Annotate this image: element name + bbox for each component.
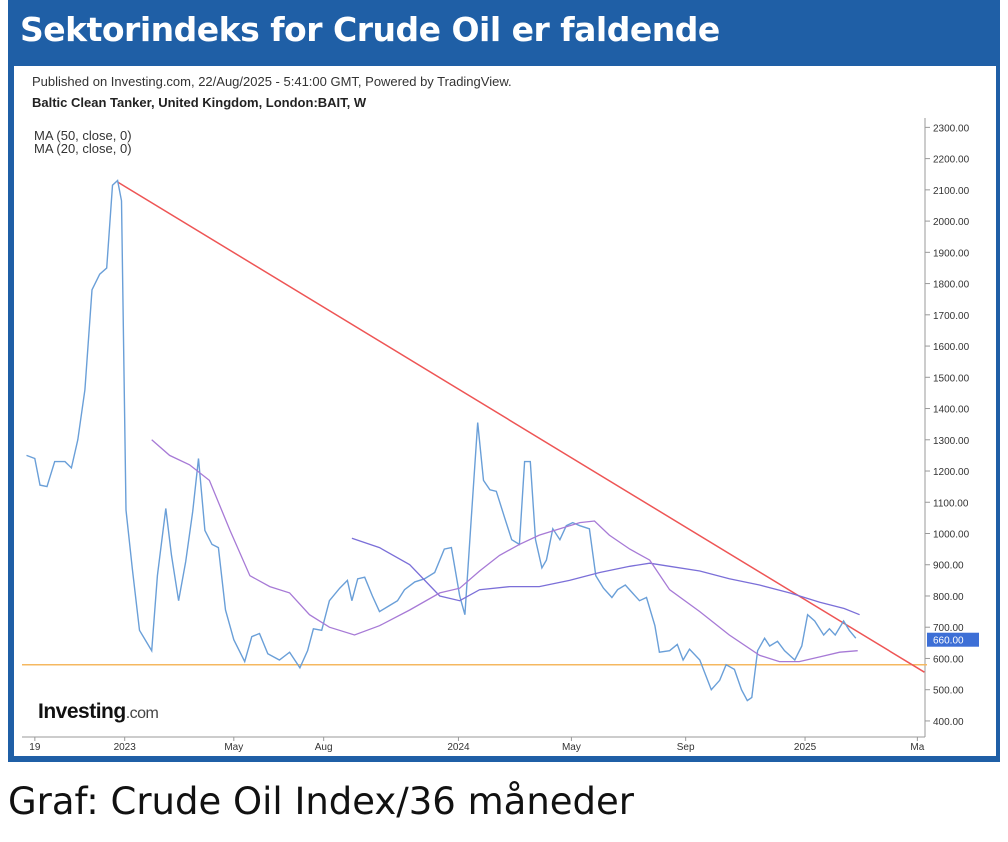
y-tick-label: 800.00 [933,592,964,603]
price-line [26,179,857,702]
y-tick-label: 2300.00 [933,123,970,134]
y-tick-label: 1900.00 [933,248,970,259]
y-tick-label: 1700.00 [933,311,970,322]
plot-bg [14,66,996,756]
x-tick-label: Ma [910,742,924,753]
y-tick-label: 1200.00 [933,467,970,478]
legend-ma50: MA (50, close, 0) [34,128,132,143]
x-tick-label: Aug [315,742,333,753]
y-tick-label: 1100.00 [933,498,969,509]
subtitle: Baltic Clean Tanker, United Kingdom, Lon… [32,95,367,110]
x-tick-label: May [224,742,243,753]
y-tick-label: 1800.00 [933,280,970,291]
chart: Published on Investing.com, 22/Aug/2025 … [14,66,996,756]
x-tick-label: 2023 [114,742,137,753]
y-tick-label: 400.00 [933,717,964,728]
y-tick-label: 1300.00 [933,436,970,447]
y-tick-label: 2100.00 [933,186,970,197]
y-tick-label: 900.00 [933,561,964,572]
ma-line [351,537,860,616]
y-tick-label: 1000.00 [933,529,970,540]
logo-main: Investing [38,700,126,723]
caption: Graf: Crude Oil Index/36 måneder [8,780,635,823]
trend-line [117,181,925,673]
x-tick-label: 2025 [794,742,817,753]
x-tick-label: 2024 [447,742,470,753]
last-value-label: 660.00 [933,636,964,647]
y-tick-label: 600.00 [933,654,964,665]
y-tick-label: 1400.00 [933,405,970,416]
published: Published on Investing.com, 22/Aug/2025 … [32,74,512,89]
ma-line [151,439,858,663]
x-tick-label: 19 [29,742,41,753]
last-value-tag [927,632,979,647]
x-tick-label: May [562,742,581,753]
y-tick-label: 2000.00 [933,217,970,228]
legend-ma20: MA (20, close, 0) [34,141,132,156]
y-tick-label: 1600.00 [933,342,970,353]
x-tick-label: Sep [677,742,695,753]
y-tick-label: 500.00 [933,686,964,697]
title: Sektorindeks for Crude Oil er faldende [20,10,720,49]
logo: Investing.com [38,700,159,723]
y-tick-label: 1500.00 [933,373,970,384]
logo-suffix: .com [126,705,159,722]
y-tick-label: 2200.00 [933,155,970,166]
y-tick-label: 700.00 [933,623,964,634]
